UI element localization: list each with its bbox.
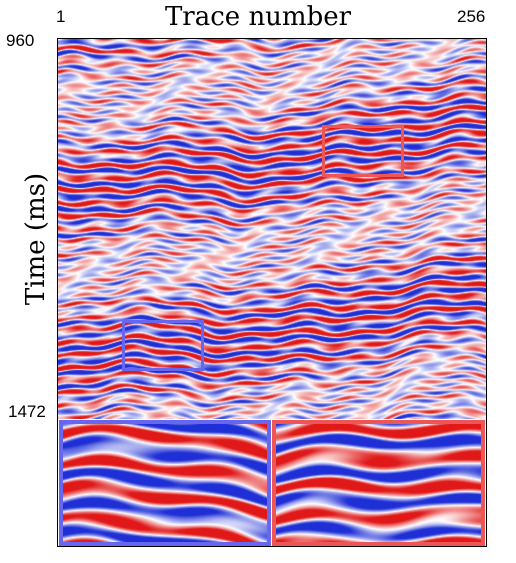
x-tick-start: 1 [56,7,66,26]
red-region-zoom-image [276,424,481,542]
seismic-section-panel [57,38,487,547]
red-region-zoom [272,420,485,546]
y-tick-start: 960 [6,31,35,50]
x-tick-end: 256 [457,7,486,26]
y-tick-end: 1472 [8,402,46,421]
seismic-section-image [58,39,486,419]
blue-region-box [122,320,204,371]
red-region-box [322,125,404,177]
blue-region-zoom [59,420,271,546]
blue-region-zoom-image [63,424,267,542]
y-axis-label: Time (ms) [21,172,51,306]
chart-title: Trace number [164,2,352,32]
